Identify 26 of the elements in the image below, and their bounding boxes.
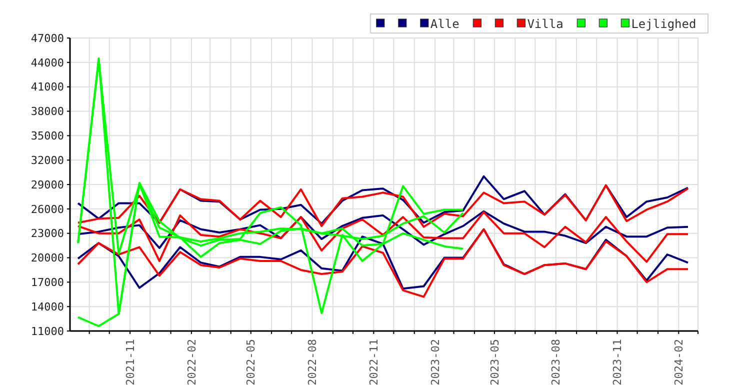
y-tick-label: 14000 <box>30 300 64 314</box>
legend-label: Lejlighed <box>631 17 696 31</box>
y-tick-label: 41000 <box>30 80 64 94</box>
x-tick-label: 2022-08 <box>306 339 320 385</box>
y-tick-label: 44000 <box>30 56 64 70</box>
y-tick-label: 23000 <box>30 227 64 240</box>
x-tick-label: 2023-05 <box>488 339 502 385</box>
y-tick-label: 17000 <box>30 276 64 290</box>
x-tick-label: 2023-11 <box>611 339 624 385</box>
x-tick-label: 2022-05 <box>244 339 258 385</box>
legend-label: Villa <box>527 17 564 31</box>
y-tick-label: 32000 <box>30 154 64 167</box>
y-tick-label: 35000 <box>30 130 64 143</box>
x-tick-label: 2024-02 <box>672 339 686 385</box>
y-tick-label: 38000 <box>30 105 64 118</box>
y-tick-label: 26000 <box>30 202 64 216</box>
legend-label: Alle <box>430 17 460 31</box>
y-tick-label: 11000 <box>30 324 64 338</box>
y-tick-label: 47000 <box>30 32 64 45</box>
x-tick-label: 2022-02 <box>185 339 198 385</box>
x-tick-label: 2023-02 <box>428 339 442 385</box>
x-tick-label: 2021-11 <box>124 339 137 385</box>
x-tick-label: 2023-08 <box>550 339 563 385</box>
x-tick-label: 2022-11 <box>368 339 381 385</box>
y-tick-label: 29000 <box>30 178 64 192</box>
y-tick-label: 20000 <box>30 252 64 265</box>
